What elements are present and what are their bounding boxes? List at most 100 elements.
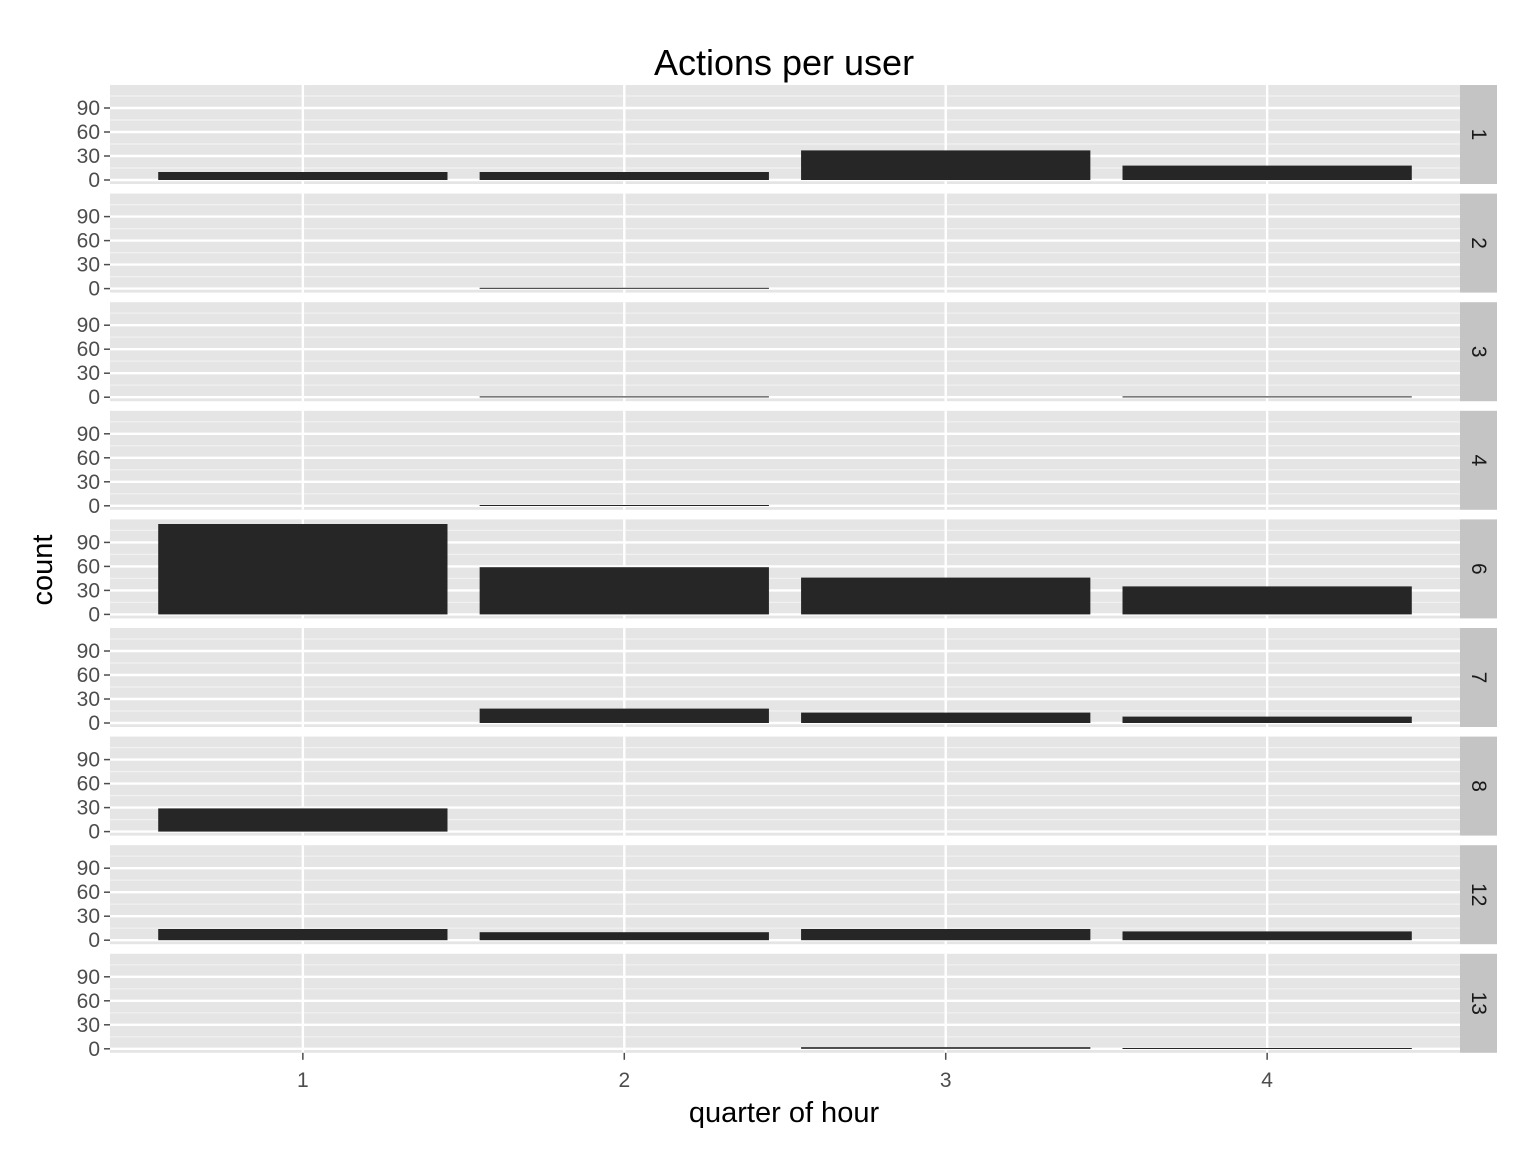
x-tick-label: 3 bbox=[940, 1069, 952, 1092]
facet-strip bbox=[1460, 628, 1497, 727]
x-tick-label: 2 bbox=[618, 1069, 630, 1092]
y-tick-label: 90 bbox=[77, 97, 100, 120]
y-tick-label: 90 bbox=[77, 206, 100, 229]
bar bbox=[1122, 586, 1412, 615]
y-tick-label: 0 bbox=[88, 1038, 100, 1061]
facet-strip bbox=[1460, 302, 1497, 402]
y-tick-label: 90 bbox=[77, 640, 100, 663]
panel-background bbox=[110, 953, 1460, 1053]
y-tick-label: 90 bbox=[77, 531, 100, 554]
y-tick-label: 90 bbox=[77, 749, 100, 772]
y-tick-label: 30 bbox=[77, 362, 100, 385]
chart-title: Actions per user bbox=[654, 42, 914, 83]
y-tick-label: 60 bbox=[77, 555, 100, 578]
y-tick-label: 30 bbox=[77, 688, 100, 711]
y-tick-label: 0 bbox=[88, 169, 100, 192]
bar bbox=[158, 172, 448, 180]
facet-panels: 0306090103060902030609030306090403060906… bbox=[77, 85, 1497, 1061]
bar bbox=[479, 505, 769, 506]
y-tick-label: 0 bbox=[88, 278, 100, 301]
x-axis-title: quarter of hour bbox=[689, 1097, 880, 1129]
y-tick-label: 60 bbox=[77, 447, 100, 470]
y-tick-label: 60 bbox=[77, 881, 100, 904]
bar bbox=[158, 808, 448, 832]
bar bbox=[1122, 1048, 1412, 1049]
facet-strip-label: 4 bbox=[1467, 454, 1490, 466]
y-tick-label: 30 bbox=[77, 579, 100, 602]
facet-strip-label: 2 bbox=[1467, 237, 1490, 249]
y-tick-label: 0 bbox=[88, 603, 100, 626]
facet-strip-label: 8 bbox=[1467, 780, 1490, 792]
bar bbox=[801, 712, 1091, 723]
panel-background bbox=[110, 302, 1460, 402]
facet-strip bbox=[1460, 953, 1497, 1053]
facet-strip-label: 7 bbox=[1467, 672, 1490, 684]
bar bbox=[479, 708, 769, 723]
panel-background bbox=[110, 193, 1460, 293]
facet-strip-label: 13 bbox=[1467, 992, 1490, 1015]
bar bbox=[1122, 931, 1412, 941]
bar bbox=[801, 1047, 1091, 1049]
facet-strip bbox=[1460, 736, 1497, 836]
y-tick-label: 90 bbox=[77, 314, 100, 337]
facet-strip bbox=[1460, 410, 1497, 510]
y-tick-label: 30 bbox=[77, 905, 100, 928]
y-tick-label: 60 bbox=[77, 990, 100, 1013]
facet-strip bbox=[1460, 193, 1497, 293]
bar bbox=[801, 577, 1091, 615]
facet-strip-label: 12 bbox=[1467, 883, 1490, 906]
y-tick-label: 60 bbox=[77, 773, 100, 796]
y-tick-label: 90 bbox=[77, 966, 100, 989]
bar bbox=[479, 567, 769, 615]
y-tick-label: 60 bbox=[77, 664, 100, 687]
y-tick-label: 0 bbox=[88, 821, 100, 844]
x-tick-label: 1 bbox=[297, 1069, 309, 1092]
y-tick-label: 0 bbox=[88, 929, 100, 952]
y-tick-label: 0 bbox=[88, 386, 100, 409]
y-tick-label: 90 bbox=[77, 857, 100, 880]
bar bbox=[801, 150, 1091, 180]
facet-strip bbox=[1460, 519, 1497, 619]
y-tick-label: 30 bbox=[77, 1014, 100, 1037]
bar bbox=[479, 287, 769, 289]
bar bbox=[801, 929, 1091, 941]
panel-background bbox=[110, 410, 1460, 510]
y-tick-label: 60 bbox=[77, 230, 100, 253]
facet-strip bbox=[1460, 85, 1497, 184]
x-axis: 1 2 3 4 bbox=[297, 1052, 1273, 1092]
y-tick-label: 30 bbox=[77, 254, 100, 277]
y-axis-title: count bbox=[27, 535, 59, 606]
facet-strip-label: 6 bbox=[1467, 563, 1490, 575]
bar bbox=[1122, 165, 1412, 180]
y-tick-label: 30 bbox=[77, 471, 100, 494]
bar bbox=[158, 524, 448, 615]
bar bbox=[1122, 396, 1412, 398]
y-tick-label: 60 bbox=[77, 338, 100, 361]
y-tick-label: 60 bbox=[77, 121, 100, 144]
y-tick-label: 0 bbox=[88, 495, 100, 518]
bar bbox=[1122, 716, 1412, 723]
facet-strip bbox=[1460, 845, 1497, 945]
x-tick-label: 4 bbox=[1261, 1069, 1273, 1092]
y-tick-label: 90 bbox=[77, 423, 100, 446]
y-tick-label: 30 bbox=[77, 797, 100, 820]
bar bbox=[158, 929, 448, 941]
panel-background bbox=[110, 628, 1460, 727]
y-tick-label: 0 bbox=[88, 712, 100, 735]
bar bbox=[479, 172, 769, 180]
bar bbox=[479, 396, 769, 398]
facet-strip-label: 1 bbox=[1467, 129, 1490, 141]
facet-strip-label: 3 bbox=[1467, 346, 1490, 358]
y-tick-label: 30 bbox=[77, 145, 100, 168]
bar bbox=[479, 932, 769, 941]
